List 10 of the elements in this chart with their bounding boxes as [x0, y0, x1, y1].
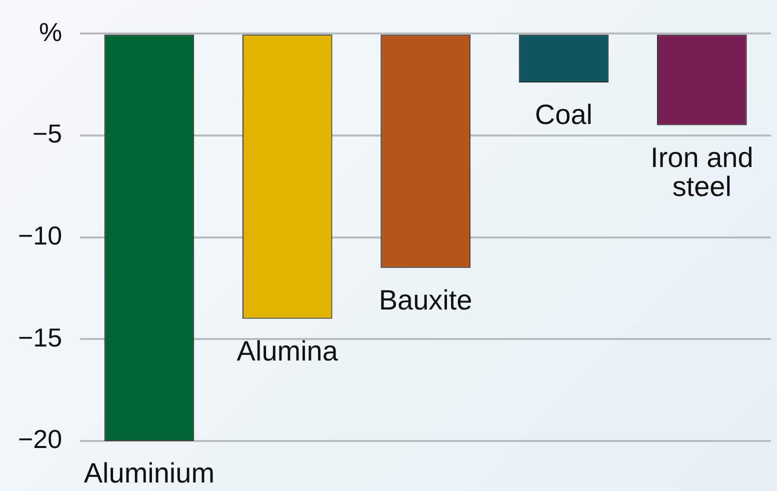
- y-tick-label: %: [38, 16, 62, 47]
- x-tick-label: Iron and steel: [650, 142, 754, 202]
- y-tick-label: −10: [18, 220, 62, 250]
- x-tick-label: Aluminium: [84, 458, 215, 489]
- x-tick-label: Coal: [534, 99, 593, 130]
- y-tick-label: −15: [18, 322, 62, 352]
- x-tick-label: Alumina: [236, 336, 338, 366]
- x-tick-label: Bauxite: [378, 284, 472, 316]
- y-tick-label: −5: [32, 118, 62, 149]
- y-tick-label: −20: [18, 424, 62, 454]
